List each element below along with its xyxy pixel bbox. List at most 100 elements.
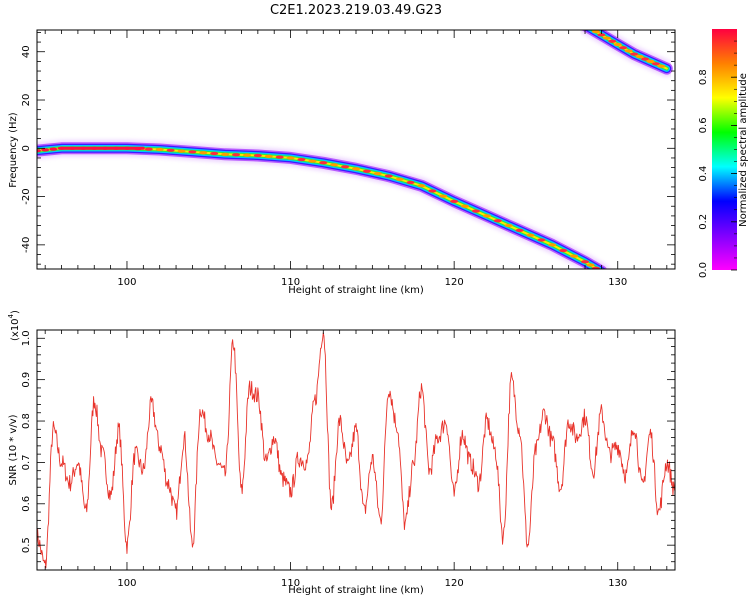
snr-multiplier: (x104) <box>7 310 21 341</box>
spectrogram-peak <box>450 199 459 204</box>
snr-xtick-label: 130 <box>608 578 627 589</box>
snr-ytick-label: 1.0 <box>21 330 32 346</box>
snr-multiplier-exp: 4 <box>7 313 15 318</box>
spectrogram-peak <box>613 42 622 47</box>
spectrogram-xtick-label: 110 <box>281 277 300 288</box>
snr-axes: 100 110 120 130 0.5 0.6 0.7 0.8 0.9 1.0 <box>21 329 675 589</box>
spectrogram-peak <box>417 184 426 188</box>
spectrogram-peak <box>657 64 666 68</box>
spectrogram-peak <box>635 54 644 59</box>
spectrogram-trace-band <box>591 30 668 70</box>
spectrogram-peak <box>297 157 306 162</box>
spectrogram-peak <box>144 147 153 151</box>
spectrogram-peak <box>515 228 524 232</box>
spectrogram-peak <box>166 148 175 152</box>
spectrogram-peak <box>264 154 273 158</box>
spectrogram-peak <box>384 174 393 178</box>
spectrogram-ytick-label: -20 <box>21 188 32 204</box>
colorbar-tick-label: 0.4 <box>698 166 709 182</box>
snr-panel: 100 110 120 130 0.5 0.6 0.7 0.8 0.9 1.0 Height of… <box>7 310 676 596</box>
colorbar-label: Normalized spectral amplitude <box>738 73 749 227</box>
spectrogram-peak <box>641 57 650 61</box>
snr-ylabel: SNR (10 * v/v) <box>8 414 19 485</box>
snr-multiplier-base: (x10 <box>10 318 21 341</box>
snr-ytick-label: 0.7 <box>21 454 32 470</box>
snr-frame <box>36 329 676 571</box>
spectrogram-peak <box>597 33 606 37</box>
snr-xtick-label: 120 <box>445 578 464 589</box>
spectrogram-peak <box>591 30 600 34</box>
spectrogram-traces <box>37 24 675 269</box>
spectrogram-peak <box>406 180 415 185</box>
spectrogram-ytick-label: 0 <box>21 145 32 151</box>
spectrogram-peak <box>581 260 590 264</box>
spectrogram-peak <box>630 52 639 56</box>
spectrogram-peak <box>537 238 546 242</box>
spectrogram-peak <box>624 49 633 53</box>
spectrogram-peak <box>210 151 219 156</box>
spectrogram-peak <box>232 153 241 157</box>
spectrogram-peak <box>253 153 262 158</box>
snr-ytick-label: 0.8 <box>21 413 32 429</box>
spectrogram-peak <box>242 153 251 157</box>
spectrogram-peak <box>581 24 589 27</box>
spectrogram-peak <box>37 149 41 153</box>
spectrogram-peak <box>619 46 628 50</box>
colorbar-tick-label: 0.0 <box>698 262 709 278</box>
spectrogram-peak <box>651 62 660 66</box>
spectrogram-frame <box>36 29 676 270</box>
snr-xtick-label: 110 <box>281 578 300 589</box>
colorbar-tick-label: 0.2 <box>698 214 709 230</box>
spectrogram-axes: 100 110 120 130 -40 -20 0 20 40 <box>21 30 675 288</box>
spectrogram-peak <box>461 204 470 208</box>
snr-xlabel: Height of straight line (km) <box>288 585 424 596</box>
spectrogram-peak <box>352 167 360 171</box>
spectrogram-ytick-label: -40 <box>21 237 32 253</box>
spectrogram-peak <box>373 172 382 176</box>
spectrogram-peak <box>221 152 230 156</box>
spectrogram-xtick-label: 130 <box>608 277 627 288</box>
spectrogram-peak <box>526 233 535 237</box>
spectrogram-peak <box>439 194 448 198</box>
colorbar: 0.0 0.2 0.4 0.6 0.8 Normalized spectral ampl… <box>698 29 749 278</box>
spectrogram-peak <box>559 248 568 253</box>
spectrogram-ytick-label: 20 <box>21 94 32 107</box>
spectrogram-peak <box>41 148 50 152</box>
spectrogram-ylabel: Frequency (Hz) <box>8 112 19 188</box>
spectrogram-peak <box>646 59 655 63</box>
snr-ytick-label: 0.9 <box>21 372 32 388</box>
spectrogram-peak <box>586 263 595 267</box>
spectrogram-peak <box>275 155 284 159</box>
spectrogram-peak <box>362 169 371 173</box>
snr-multiplier-close: ) <box>10 310 21 314</box>
snr-ytick-label: 0.5 <box>21 537 32 553</box>
spectrogram-peak <box>308 159 317 163</box>
spectrogram-peak <box>570 254 579 258</box>
spectrogram-peak <box>188 150 197 154</box>
spectrogram-peak <box>199 151 208 155</box>
spectrogram-peak <box>341 165 350 169</box>
snr-xtick-label: 100 <box>117 578 136 589</box>
spectrogram-peak <box>330 163 339 167</box>
spectrogram-peak <box>395 177 404 181</box>
colorbar-tick-label: 0.8 <box>698 69 709 85</box>
spectrogram-peak <box>482 214 491 218</box>
spectrogram-peak <box>608 39 617 43</box>
figure-title: C2E1.2023.219.03.49.G23 <box>270 3 442 18</box>
spectrogram-peak <box>177 149 186 153</box>
spectrogram-peak <box>591 266 600 269</box>
spectrogram-peak <box>286 156 295 160</box>
spectrogram-xtick-label: 100 <box>117 277 136 288</box>
snr-ytick-label: 0.6 <box>21 496 32 512</box>
spectrogram-ytick-label: 40 <box>21 45 32 58</box>
spectrogram-peak <box>602 36 611 40</box>
spectrogram-peak <box>428 189 437 193</box>
snr-line <box>37 332 675 569</box>
colorbar-ticks: 0.0 0.2 0.4 0.6 0.8 <box>698 40 737 278</box>
snr-plot-area <box>37 330 675 570</box>
spectrogram-peak <box>504 223 513 228</box>
colorbar-gradient <box>712 29 737 270</box>
spectrogram-xtick-label: 120 <box>445 277 464 288</box>
spectrogram-peak <box>548 243 557 247</box>
